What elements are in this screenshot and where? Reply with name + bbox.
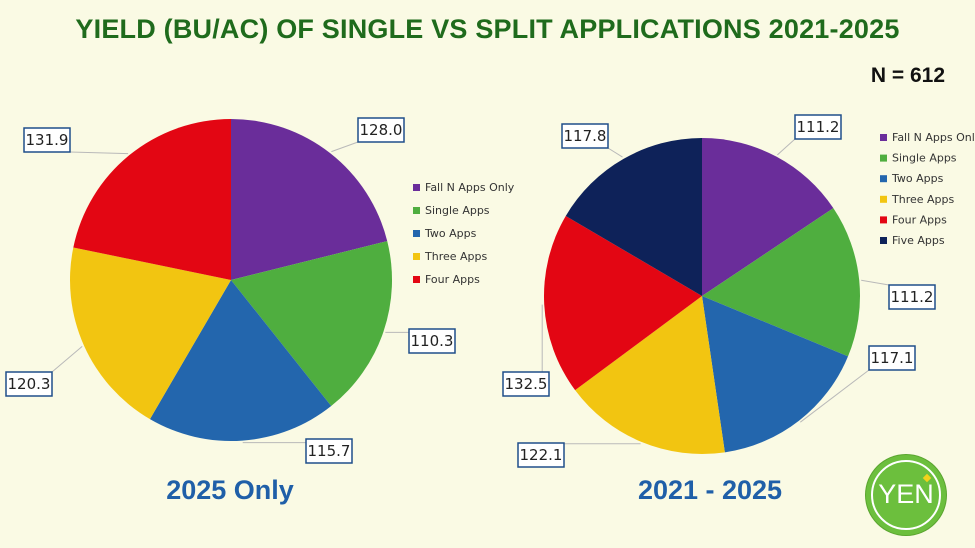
pie-1-slice-fall-n-apps-only xyxy=(231,119,388,280)
pie-2-slice-fall-n-apps-only xyxy=(702,138,834,296)
pie-2-legend-swatch xyxy=(880,216,887,224)
pie-2-legend-swatch xyxy=(880,175,887,183)
pie-1-data-label: 115.7 xyxy=(308,442,351,460)
pie-2-data-label: 111.2 xyxy=(797,118,840,136)
pie-1-data-label-box xyxy=(23,127,71,153)
pie-2-data-label-box xyxy=(517,442,565,468)
pie-1-legend-label: Two Apps xyxy=(424,227,477,240)
pie-1-legend-swatch xyxy=(413,253,420,260)
pie-1-slice-single-apps xyxy=(231,241,393,407)
pie-1-data-label-box xyxy=(408,328,456,354)
pie-2-data-label: 132.5 xyxy=(505,375,548,393)
pie-2-leader-line xyxy=(799,369,870,423)
pie-1-legend-label: Fall N Apps Only xyxy=(425,181,515,194)
pie-1-data-label-box xyxy=(305,438,353,464)
pie-2-title: 2021 - 2025 xyxy=(637,475,783,505)
pie-2-data-label-box xyxy=(502,371,550,397)
pie-2-data-label-box xyxy=(561,123,609,149)
pie-2-slice-four-apps xyxy=(543,215,702,391)
sample-size-label: N = 612 xyxy=(870,64,945,87)
yen-logo: YEN xyxy=(866,455,946,535)
pie-1-leader-line xyxy=(51,346,83,373)
pie-2-data-label: 122.1 xyxy=(520,446,563,464)
pie-2-data-label: 111.2 xyxy=(891,288,934,306)
pie-1-data-label: 110.3 xyxy=(411,332,454,350)
pie-2-legend-label: Four Apps xyxy=(892,213,947,226)
pie-1-slice-four-apps xyxy=(73,119,231,280)
pie-2-group: 111.2 111.2 117.1 122.1 132.5 117.8 Fall N App… xyxy=(502,114,975,468)
pie-1-leader-line xyxy=(69,151,129,155)
pie-2-legend-swatch xyxy=(880,237,887,244)
pie-2-data-label-box xyxy=(888,284,936,310)
pie-2-legend-label: Fall N Apps Only xyxy=(892,131,975,144)
pie-2-slice-two-apps xyxy=(702,296,849,453)
pie-2-legend-label: Three Apps xyxy=(891,193,954,206)
logo-ring xyxy=(871,460,941,530)
pie-1-legend-swatch xyxy=(413,184,420,191)
pie-2-legend-label: Two Apps xyxy=(891,172,944,185)
pie-1-data-label: 128.0 xyxy=(360,121,403,139)
pie-2-legend-swatch xyxy=(880,134,887,141)
pie-2-leader-line xyxy=(607,147,623,158)
pie-2-leader-line xyxy=(861,279,890,286)
pie-1-data-label-box xyxy=(5,371,53,397)
chart-title: YIELD (BU/AC) OF SINGLE VS SPLIT APPLICA… xyxy=(75,14,900,44)
pie-1-legend-label: Four Apps xyxy=(425,273,480,286)
pie-1-legend-swatch xyxy=(413,230,420,237)
pie-2-slice-single-apps xyxy=(702,208,861,357)
logo-text: YEN xyxy=(878,479,934,509)
pie-1-data-label-box xyxy=(357,117,405,143)
pie-1-leader-line xyxy=(331,141,359,153)
pie-2-data-label-box xyxy=(794,114,842,140)
pie-2-legend-label: Five Apps xyxy=(892,234,945,247)
pie-1-data-label: 131.9 xyxy=(26,131,69,149)
pie-1-title: 2025 Only xyxy=(166,475,294,505)
pie-2-leader-line xyxy=(777,138,796,156)
pie-2-data-label: 117.1 xyxy=(871,349,914,367)
pie-1-legend-swatch xyxy=(413,207,420,214)
pie-2-legend-swatch xyxy=(880,154,887,162)
pie-1-data-label: 120.3 xyxy=(8,375,51,393)
pie-2-legend-swatch xyxy=(880,195,887,203)
pie-1-legend-swatch xyxy=(413,276,420,283)
pie-1-group: 128.0 110.3 115.7 120.3 131.9 Fall N Apps Onl… xyxy=(5,117,515,464)
pie-1-slice-three-apps xyxy=(70,247,231,420)
pie-2-slice-five-apps xyxy=(565,138,702,296)
pie-2-data-label-box xyxy=(868,345,916,371)
pie-2-legend-label: Single Apps xyxy=(892,152,957,165)
pie-1-legend-label: Single Apps xyxy=(425,204,490,217)
pie-1-slice-two-apps xyxy=(149,280,332,442)
pie-2-data-label: 117.8 xyxy=(564,127,607,145)
pie-2-slice-three-apps xyxy=(575,296,725,455)
pie-1-legend-label: Three Apps xyxy=(424,250,487,263)
